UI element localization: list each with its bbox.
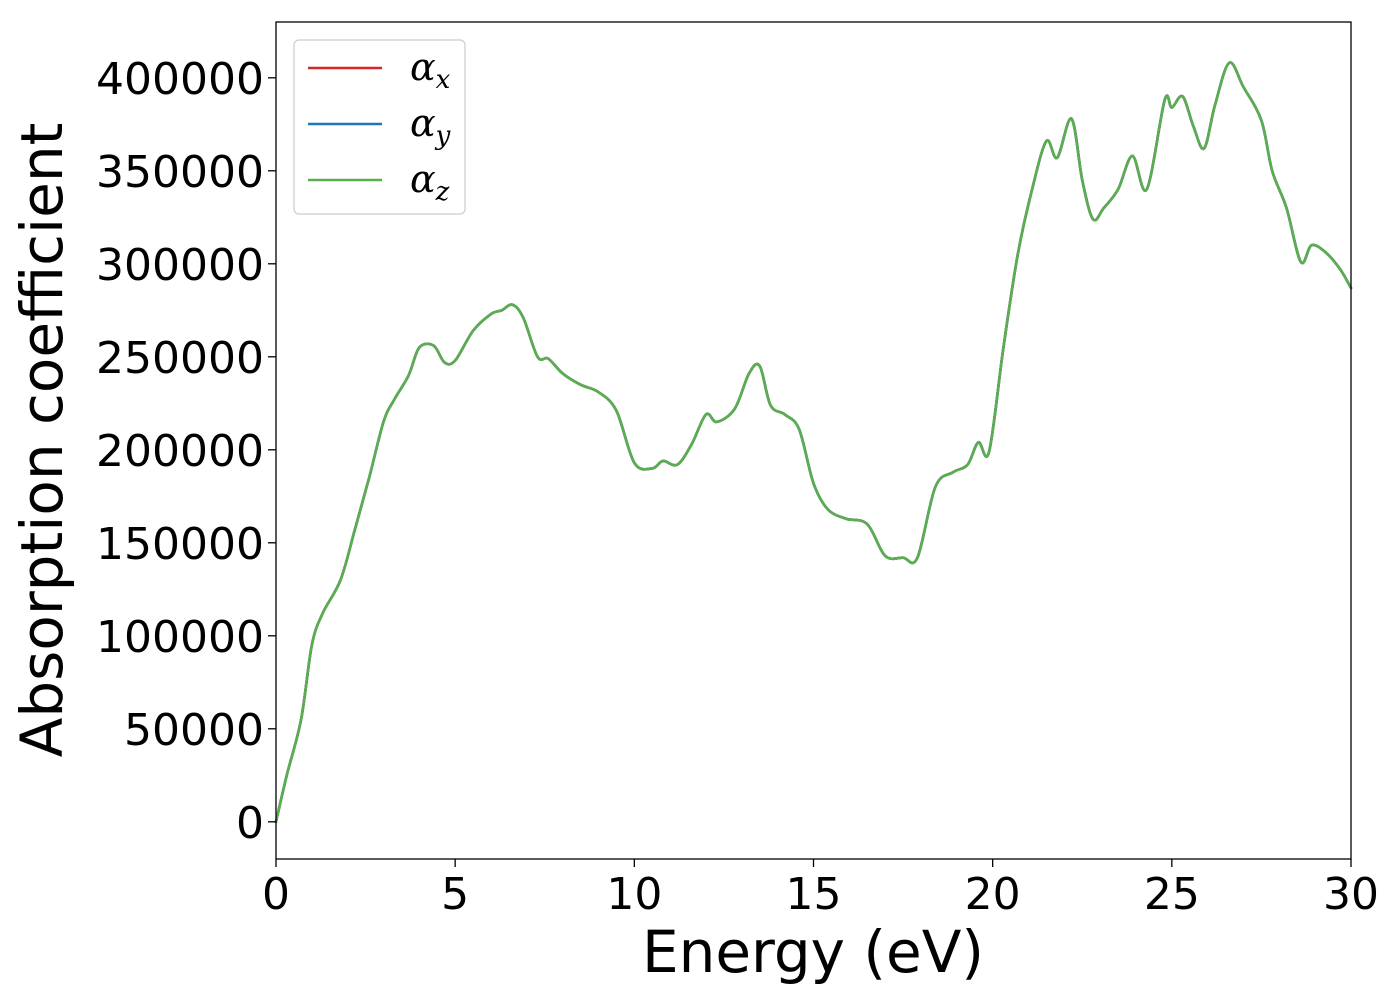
x-tick-label: 0 [262,869,290,920]
y-tick-label: 400000 [96,54,264,105]
legend-subscript: x [436,65,451,95]
legend-box [293,39,466,215]
x-tick-label: 10 [606,869,662,920]
series-layer [274,61,1353,824]
legend-symbol: α [410,157,436,201]
series-line-3 [274,61,1353,824]
x-tick-label: 15 [786,869,842,920]
y-tick-label: 0 [236,798,264,849]
legend-label: αy [410,101,451,151]
legend-subscript: y [435,121,451,151]
x-tick-label: 25 [1144,869,1200,920]
y-tick-label: 150000 [96,519,264,570]
y-axis: 0 50000 100000 150000 200000 250000 300000 3500… [96,54,276,849]
y-axis-title: Absorption coefficient [8,123,76,758]
y-tick-label: 250000 [96,333,264,384]
y-tick-label: 200000 [96,426,264,477]
x-axis-title: Energy (eV) [642,918,984,986]
x-axis: 0 5 10 15 20 25 30 [262,859,1379,920]
y-tick-label: 300000 [96,240,264,291]
legend-subscript: z [435,177,450,207]
x-tick-label: 20 [965,869,1021,920]
legend-label: αx [410,45,451,95]
x-tick-label: 30 [1323,869,1379,920]
y-tick-label: 350000 [96,147,264,198]
y-tick-label: 50000 [124,705,264,756]
x-tick-label: 5 [441,869,469,920]
legend-label: αz [410,157,450,207]
legend-symbol: α [410,101,436,145]
y-tick-label: 100000 [96,612,264,663]
legend-symbol: α [410,45,436,89]
